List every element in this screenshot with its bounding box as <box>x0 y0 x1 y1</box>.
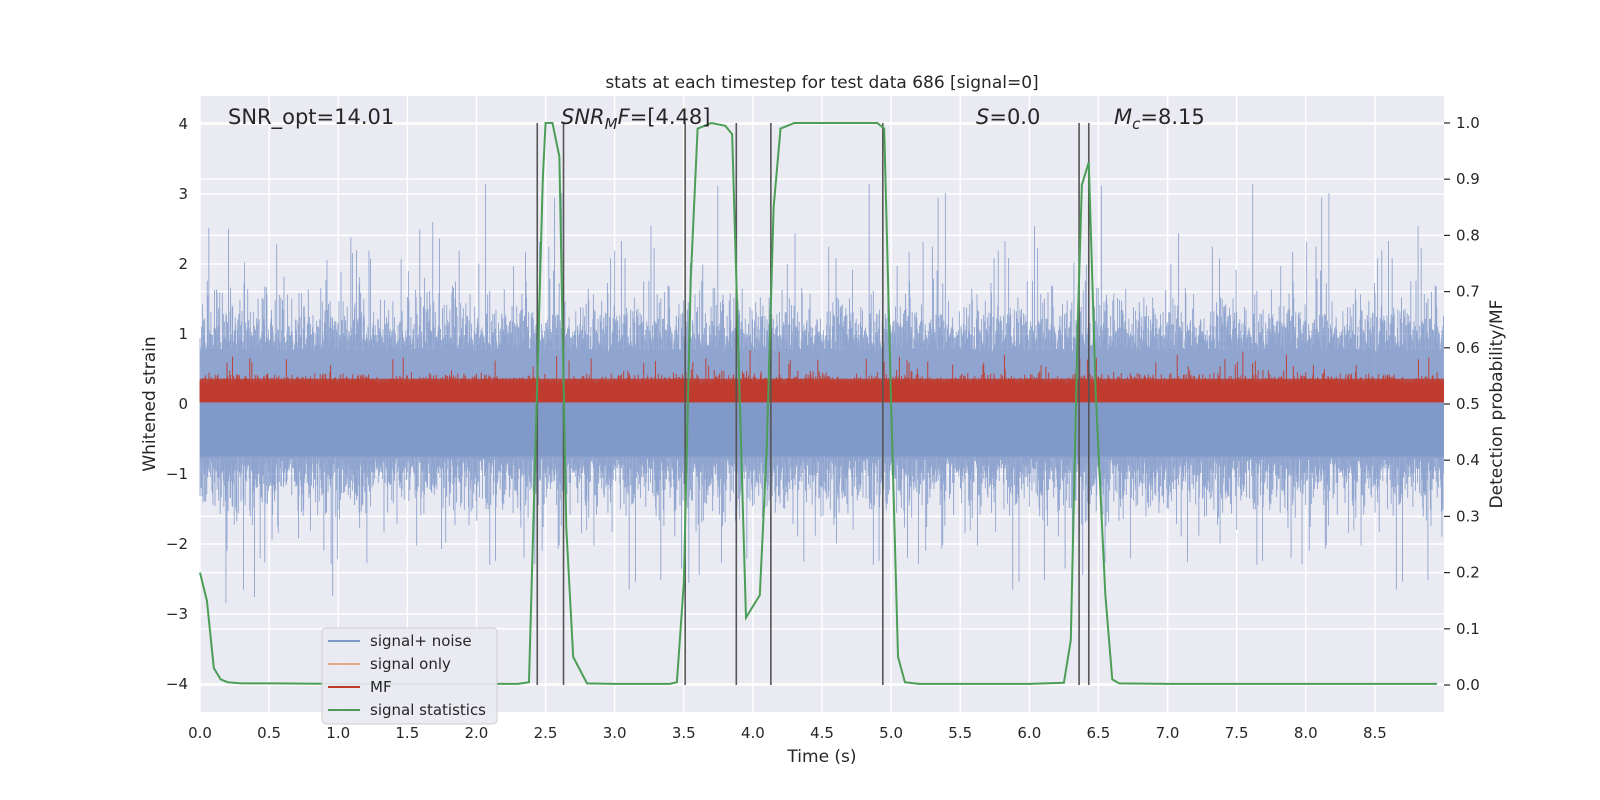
y2-axis-ticks: 1.0 0.9 0.8 0.7 0.6 0.5 0.4 0.3 0.2 0.1 0.0 <box>1444 114 1480 694</box>
x-tick-label: 4.0 <box>741 724 765 742</box>
legend-label: signal only <box>370 655 451 673</box>
legend: signal+ noise signal only MF signal statist… <box>321 627 498 725</box>
y-axis-label: Whitened strain <box>140 336 160 471</box>
x-tick-label: 6.0 <box>1017 724 1041 742</box>
y-tick-label: −3 <box>166 605 188 623</box>
y2-tick-label: 0.0 <box>1456 676 1480 694</box>
y2-tick-label: 0.9 <box>1456 170 1480 188</box>
y-tick-label: −2 <box>166 535 188 553</box>
x-tick-label: 2.5 <box>534 724 558 742</box>
annotation-snr-mf: SNRMF=[4.48] <box>561 105 710 133</box>
legend-label: MF <box>370 678 392 696</box>
y-tick-label: 0 <box>178 395 188 413</box>
x-axis-label: Time (s) <box>786 747 856 767</box>
x-tick-label: 8.0 <box>1294 724 1318 742</box>
annotation-snr-opt: SNR_opt=14.01 <box>228 105 394 130</box>
y2-tick-label: 0.8 <box>1456 226 1480 244</box>
signal-statistics-line <box>199 121 1438 685</box>
legend-box <box>321 627 498 725</box>
x-axis-ticks: 0.0 0.5 1.0 1.5 2.0 2.5 3.0 3.5 4.0 4.5 5.0 5.5 6.0 6… <box>188 724 1387 742</box>
legend-label: signal+ noise <box>370 632 472 650</box>
y-tick-label: 2 <box>178 255 188 273</box>
y-tick-label: 4 <box>178 115 188 133</box>
y2-tick-label: 0.2 <box>1456 564 1480 582</box>
x-tick-label: 6.5 <box>1087 724 1111 742</box>
x-tick-label: 1.5 <box>395 724 419 742</box>
x-tick-label: 5.0 <box>879 724 903 742</box>
x-tick-label: 2.0 <box>465 724 489 742</box>
y-axis-ticks: 4 3 2 1 0 −1 −2 −3 −4 <box>166 115 188 693</box>
annotations: SNR_opt=14.01 SNRMF=[4.48] S=0.0 Mc=8.15 <box>228 105 1205 133</box>
y-tick-label: 1 <box>178 325 188 343</box>
y-tick-label: −4 <box>166 675 188 693</box>
y2-tick-label: 1.0 <box>1456 114 1480 132</box>
x-tick-label: 0.0 <box>188 724 212 742</box>
y2-axis-label: Detection probability/MF <box>1487 300 1507 509</box>
x-tick-label: 7.5 <box>1225 724 1249 742</box>
y-tick-label: −1 <box>166 465 188 483</box>
x-tick-label: 4.5 <box>810 724 834 742</box>
y-tick-label: 3 <box>178 185 188 203</box>
chart-title: stats at each timestep for test data 686… <box>605 73 1038 93</box>
x-tick-label: 7.0 <box>1156 724 1180 742</box>
annotation-mc: Mc=8.15 <box>1114 105 1205 133</box>
y2-tick-label: 0.3 <box>1456 507 1480 525</box>
mf-series <box>199 350 1444 403</box>
x-tick-label: 1.0 <box>326 724 350 742</box>
x-tick-label: 5.5 <box>948 724 972 742</box>
y2-tick-label: 0.7 <box>1456 283 1480 301</box>
x-tick-label: 8.5 <box>1363 724 1387 742</box>
y2-tick-label: 0.6 <box>1456 339 1480 357</box>
x-tick-label: 3.5 <box>672 724 696 742</box>
y2-tick-label: 0.4 <box>1456 451 1480 469</box>
y2-tick-label: 0.5 <box>1456 395 1480 413</box>
annotation-s: S=0.0 <box>976 105 1040 129</box>
x-tick-label: 3.0 <box>603 724 627 742</box>
y2-tick-label: 0.1 <box>1456 620 1480 638</box>
x-tick-label: 0.5 <box>257 724 281 742</box>
signal-statistics-series <box>199 121 1438 685</box>
legend-label: signal statistics <box>370 701 486 719</box>
mf-core <box>200 378 1444 403</box>
